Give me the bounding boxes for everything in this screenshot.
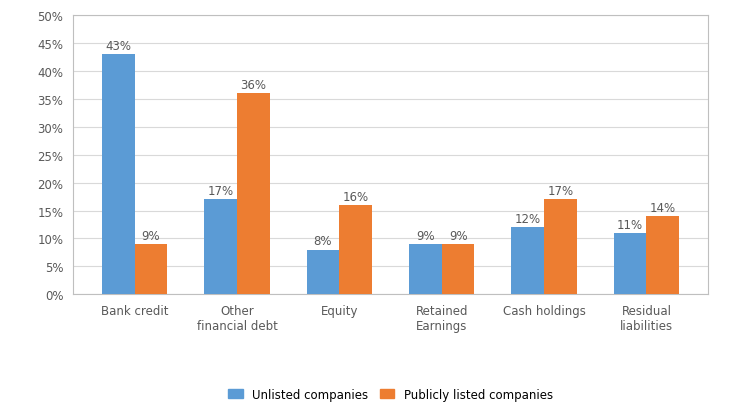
Bar xyxy=(409,245,442,294)
Text: 17%: 17% xyxy=(207,185,234,198)
Bar xyxy=(134,245,167,294)
Legend: Unlisted companies, Publicly listed companies: Unlisted companies, Publicly listed comp… xyxy=(223,383,558,405)
Text: 36%: 36% xyxy=(240,79,266,92)
Bar xyxy=(442,245,474,294)
Text: 9%: 9% xyxy=(449,229,467,242)
Bar xyxy=(339,205,372,294)
Bar xyxy=(544,200,577,294)
Text: 12%: 12% xyxy=(515,213,541,225)
Text: 17%: 17% xyxy=(548,185,574,198)
Bar xyxy=(237,94,270,294)
Bar xyxy=(204,200,237,294)
Text: 11%: 11% xyxy=(617,218,643,231)
Text: 9%: 9% xyxy=(142,229,161,242)
Bar xyxy=(102,55,134,294)
Text: 16%: 16% xyxy=(342,190,369,203)
Bar xyxy=(307,250,339,294)
Text: 14%: 14% xyxy=(650,201,676,214)
Bar xyxy=(647,217,679,294)
Text: 43%: 43% xyxy=(105,40,131,53)
Bar xyxy=(614,233,647,294)
Bar xyxy=(511,228,544,294)
Text: 9%: 9% xyxy=(416,229,434,242)
Text: 8%: 8% xyxy=(314,235,332,248)
